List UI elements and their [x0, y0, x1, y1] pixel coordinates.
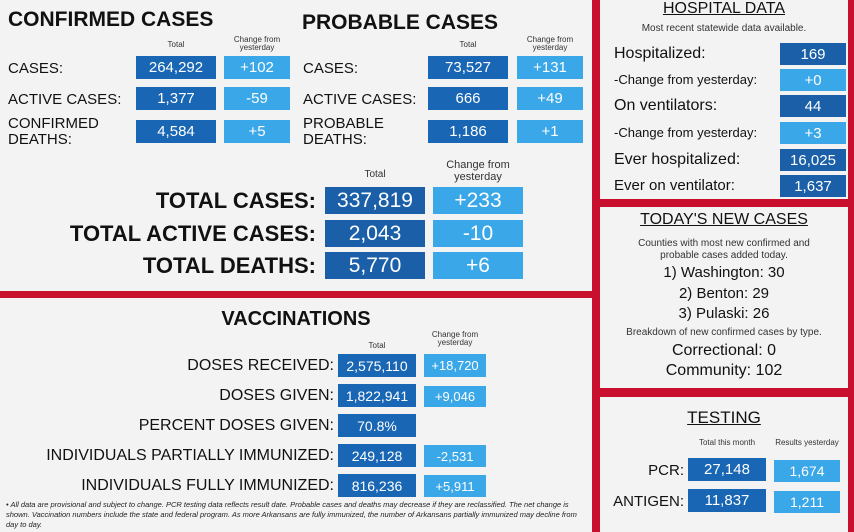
footnote-bullet: •	[6, 500, 11, 509]
divider-left-horizontal	[0, 291, 592, 298]
percent-doses-given-total: 70.8%	[338, 414, 416, 437]
vaccinations-title: VACCINATIONS	[221, 308, 371, 330]
hospitalized-change-value: +0	[780, 69, 846, 91]
vaccination-row-label: INDIVIDUALS FULLY IMMUNIZED:	[81, 477, 334, 494]
vaccination-row-label: PERCENT DOSES GIVEN:	[138, 417, 334, 434]
hospital-row-label: Hospitalized:	[614, 45, 706, 62]
ever-hospitalized-value: 16,025	[780, 149, 846, 171]
confirmed-row-label: ACTIVE CASES:	[8, 91, 122, 108]
totals-row-label: TOTAL ACTIVE CASES:	[69, 221, 316, 246]
confirmed-cases-total: 264,292	[136, 56, 216, 79]
ever-ventilator-value: 1,637	[780, 175, 846, 197]
hospital-row-label: Ever hospitalized:	[614, 151, 741, 168]
county-item: 3) Pulaski: 26	[678, 305, 770, 322]
confirmed-active-change: -59	[224, 87, 290, 110]
hospital-row-label: Ever on ventilator:	[614, 177, 735, 194]
testing-month-header: Total this month	[698, 438, 756, 447]
confirmed-row-label: CONFIRMED DEATHS:	[8, 115, 99, 148]
total-cases-change: +233	[433, 187, 523, 214]
probable-total-header: Total	[459, 40, 477, 49]
confirmed-row-label: CASES:	[8, 60, 64, 77]
probable-title: PROBABLE CASES	[302, 11, 499, 34]
totals-total-header: Total	[364, 169, 386, 180]
footnote-text: All data are provisional and subject to …	[6, 500, 577, 529]
testing-yesterday-header: Results yesterday	[775, 438, 839, 447]
confirmed-change-header: Change from yesterday	[233, 35, 281, 52]
divider-vertical	[592, 0, 600, 532]
pcr-yesterday-value: 1,674	[774, 460, 840, 482]
partially-immunized-total: 249,128	[338, 444, 416, 467]
probable-deaths-change: +1	[517, 120, 583, 143]
probable-active-change: +49	[517, 87, 583, 110]
county-item: 1) Washington: 30	[663, 264, 785, 281]
confirmed-deaths-total: 4,584	[136, 120, 216, 143]
ventilators-change-value: +3	[780, 122, 846, 144]
totals-row-label: TOTAL DEATHS:	[142, 253, 316, 278]
divider-right-edge	[848, 0, 854, 532]
ventilators-value: 44	[780, 95, 846, 117]
probable-row-label: CASES:	[303, 60, 359, 77]
vaccination-row-label: INDIVIDUALS PARTIALLY IMMUNIZED:	[46, 447, 334, 464]
vaccinations-total-header: Total	[368, 341, 386, 350]
confirmed-active-total: 1,377	[136, 87, 216, 110]
testing-row-label: PCR:	[648, 462, 684, 479]
fully-immunized-total: 816,236	[338, 474, 416, 497]
total-deaths-change: +6	[433, 252, 523, 279]
antigen-month-value: 11,837	[688, 489, 766, 512]
total-active-value: 2,043	[325, 220, 425, 247]
confirmed-cases-change: +102	[224, 56, 290, 79]
breakdown-title: Breakdown of new confirmed cases by type…	[626, 327, 822, 338]
vaccination-row-label: DOSES GIVEN:	[219, 387, 334, 404]
probable-active-total: 666	[428, 87, 508, 110]
testing-title: TESTING	[687, 408, 761, 427]
hospital-row-label: -Change from yesterday:	[614, 125, 758, 140]
total-active-change: -10	[433, 220, 523, 247]
partially-immunized-change: -2,531	[424, 445, 486, 467]
hospital-row-label: On ventilators:	[614, 97, 718, 114]
probable-row-label: PROBABLE DEATHS:	[303, 115, 384, 148]
divider-right-2	[600, 388, 854, 397]
totals-change-header: Change from yesterday	[446, 159, 510, 183]
totals-row-label: TOTAL CASES:	[155, 188, 316, 213]
doses-received-total: 2,575,110	[338, 354, 416, 377]
county-item: 2) Benton: 29	[678, 285, 770, 302]
total-cases-value: 337,819	[325, 187, 425, 214]
footnote: • All data are provisional and subject t…	[6, 500, 588, 532]
confirmed-title: CONFIRMED CASES	[8, 8, 214, 31]
hospital-row-label: -Change from yesterday:	[614, 72, 758, 87]
new-cases-subtitle: Counties with most new confirmed and pro…	[638, 238, 810, 261]
antigen-yesterday-value: 1,211	[774, 491, 840, 513]
confirmed-total-header: Total	[167, 40, 185, 49]
hospitalized-value: 169	[780, 43, 846, 65]
testing-row-label: ANTIGEN:	[613, 493, 684, 510]
hospital-subtitle: Most recent statewide data available.	[641, 23, 807, 34]
doses-given-total: 1,822,941	[338, 384, 416, 407]
probable-deaths-total: 1,186	[428, 120, 508, 143]
confirmed-deaths-change: +5	[224, 120, 290, 143]
probable-cases-change: +131	[517, 56, 583, 79]
vaccination-row-label: DOSES RECEIVED:	[187, 357, 334, 374]
correctional-count: Correctional: 0	[671, 342, 777, 359]
probable-cases-total: 73,527	[428, 56, 508, 79]
fully-immunized-change: +5,911	[424, 475, 486, 497]
community-count: Community: 102	[665, 362, 783, 379]
total-deaths-value: 5,770	[325, 252, 425, 279]
probable-change-header: Change from yesterday	[526, 35, 574, 52]
hospital-title: HOSPITAL DATA	[662, 0, 786, 17]
probable-row-label: ACTIVE CASES:	[303, 91, 417, 108]
doses-received-change: +18,720	[424, 354, 486, 377]
vaccinations-change-header: Change from yesterday	[431, 330, 479, 347]
divider-right-1	[600, 199, 854, 207]
new-cases-title: TODAY'S NEW CASES	[640, 211, 808, 228]
doses-given-change: +9,046	[424, 386, 486, 407]
pcr-month-value: 27,148	[688, 458, 766, 481]
